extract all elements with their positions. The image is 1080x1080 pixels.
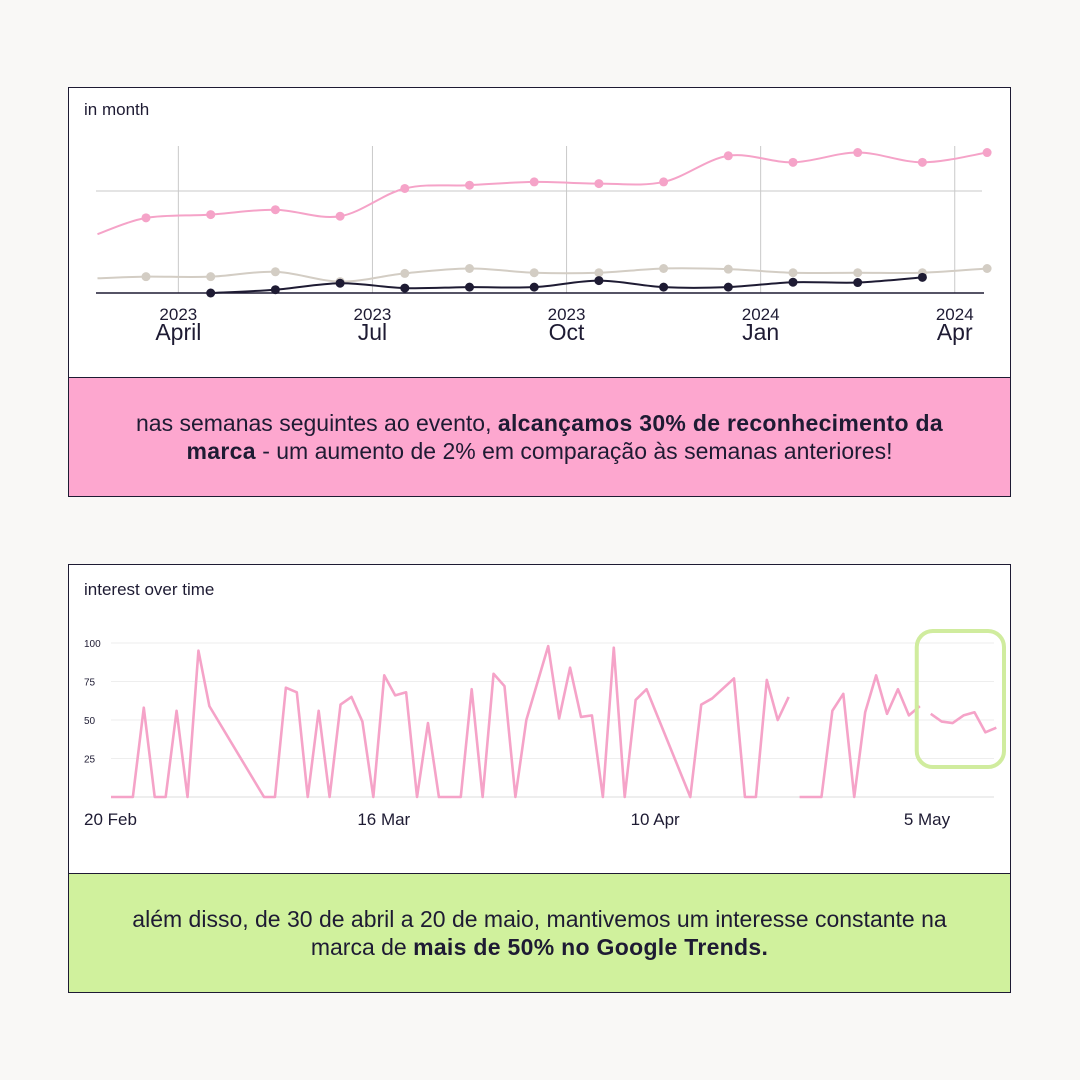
google-trends-caption: além disso, de 30 de abril a 20 de maio,… <box>68 873 1011 993</box>
chart1-series-2-point <box>465 282 474 292</box>
chart1-series-2-point <box>270 285 280 295</box>
chart1-series-0-point <box>659 177 669 187</box>
chart1-series-0-point <box>400 183 410 193</box>
caption1-pre: nas semanas seguintes ao evento, <box>136 410 498 436</box>
chart2-highlight-box <box>914 629 1006 769</box>
chart1-series-1-point <box>270 267 280 277</box>
chart2-ytick: 25 <box>84 755 96 766</box>
caption1-post: - um aumento de 2% em comparação às sema… <box>255 438 893 464</box>
caption2-bold: mais de 50% no Google Trends. <box>413 934 769 960</box>
chart1-series-1-point <box>594 268 604 278</box>
chart1-series-0-point <box>270 205 280 215</box>
chart2-xtick: 5 May <box>904 810 951 829</box>
chart1-series-0-point <box>529 177 539 187</box>
chart1-series-1-line <box>97 267 988 283</box>
chart1-series-0-point <box>917 157 927 167</box>
chart1-series-0-point <box>853 148 863 158</box>
chart2-xtick: 10 Apr <box>631 810 680 829</box>
chart1-series-0-point <box>723 151 733 161</box>
chart1-series-2-point <box>594 276 604 286</box>
brand-recognition-chart-panel: in month 2023 April 2023 Jul 2023 Oct 2024 Jan 2… <box>68 87 1011 378</box>
chart1-series-2-point <box>659 282 669 292</box>
chart1-tick-year: 2023 <box>548 305 586 324</box>
brand-recognition-caption: nas semanas seguintes ao evento, alcança… <box>68 377 1011 497</box>
chart1-tick-month: Apr <box>937 319 973 345</box>
chart1-tick-month: April <box>155 319 201 345</box>
chart1-series-0-line <box>97 151 988 236</box>
chart1-tick-year: 2023 <box>159 305 197 324</box>
chart1-series-2-point <box>206 288 216 298</box>
interest-chart-panel: interest over time 25 50 75 100 20 Feb 16 Mar… <box>68 564 1011 874</box>
chart1-series-0-point <box>982 148 992 158</box>
chart1-series-0-point <box>465 180 474 190</box>
chart1-series-1-point <box>659 264 669 273</box>
chart1-series-1-point <box>206 272 216 282</box>
chart1-series-1-point <box>465 264 474 273</box>
chart2-xtick: 20 Feb <box>84 810 137 829</box>
chart1-series-0-point <box>594 179 604 189</box>
chart1-tick-month: Jan <box>742 319 779 345</box>
chart1-series-0-point <box>788 157 798 167</box>
chart1-series-1-point <box>529 268 539 278</box>
chart1-label: in month <box>84 100 150 119</box>
chart2-ytick: 50 <box>84 716 96 727</box>
chart1-series-2-point <box>400 283 410 293</box>
chart1-series-2-point <box>788 277 798 287</box>
chart2-ytick: 75 <box>84 678 96 689</box>
chart1-series-2-point <box>335 278 345 288</box>
chart1-series-0-point <box>141 213 151 223</box>
chart1-tick-year: 2024 <box>742 305 780 324</box>
chart2-series-line-1 <box>799 674 921 799</box>
chart1-tick-year: 2024 <box>936 305 974 324</box>
chart2-series-line-2 <box>930 711 997 734</box>
chart1-series-2-line <box>210 276 923 294</box>
chart1-series-1-point <box>982 264 992 273</box>
caption1-bold: alcançamos 30% de reconhecimento da marc… <box>186 410 943 464</box>
chart2-label: interest over time <box>84 580 215 599</box>
chart1-series-1-point <box>853 268 863 278</box>
chart2-svg: 25 50 75 100 20 Feb 16 Mar 10 Apr 5 May <box>84 629 1006 829</box>
chart2-xtick: 16 Mar <box>357 810 410 829</box>
chart2-ytick: 100 <box>84 639 101 650</box>
chart1-series-1-point <box>400 268 410 278</box>
chart1-tick-month: Oct <box>549 319 585 345</box>
chart1-series-2-point <box>723 282 733 292</box>
chart1-tick-month: Jul <box>358 319 387 345</box>
chart1-series-2-point <box>917 272 927 282</box>
chart1-series-1-point <box>788 268 798 278</box>
chart1-series-1-point <box>141 272 151 282</box>
chart1-series-2-point <box>853 278 863 288</box>
chart1-series-0-point <box>335 211 345 221</box>
caption2-pre: além disso, de 30 de abril a 20 de maio,… <box>132 906 947 960</box>
chart2-series-line-0 <box>111 644 790 799</box>
chart1-tick-year: 2023 <box>354 305 392 324</box>
chart1-series-0-point <box>206 210 216 220</box>
chart1-series-2-point <box>529 282 539 292</box>
chart1-series-1-point <box>723 264 733 274</box>
